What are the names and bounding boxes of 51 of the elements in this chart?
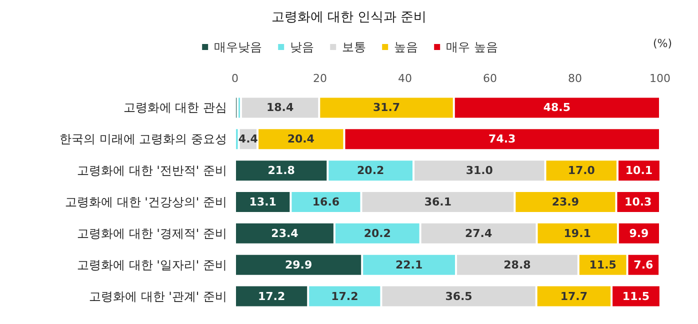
data-label: 17.7 bbox=[560, 290, 588, 303]
data-label: 36.1 bbox=[424, 196, 452, 208]
legend-label: 매우 높음 bbox=[446, 40, 498, 54]
x-tick-label: 40 bbox=[398, 72, 412, 85]
data-label: 11.5 bbox=[589, 258, 616, 272]
y-tick-label: 한국의 미래에 고령화의 중요성 bbox=[60, 132, 227, 146]
data-label: 10.3 bbox=[624, 196, 652, 208]
y-tick-label: 고령화에 대한 '전반적' 준비 bbox=[76, 164, 227, 178]
data-label: 4.4 bbox=[238, 132, 258, 146]
data-label: 28.8 bbox=[504, 258, 531, 272]
data-label: 19.1 bbox=[564, 226, 591, 240]
data-label: 31.7 bbox=[372, 101, 400, 114]
data-label: 11.5 bbox=[622, 290, 650, 303]
data-label: 36.5 bbox=[445, 290, 472, 303]
x-tick-label: 60 bbox=[483, 72, 497, 85]
y-tick-label: 고령화에 대한 관심 bbox=[123, 100, 227, 115]
y-tick-label: 고령화에 대한 '관계' 준비 bbox=[88, 289, 227, 304]
data-label: 20.4 bbox=[287, 132, 315, 146]
x-tick-label: 0 bbox=[232, 72, 238, 85]
data-label: 9.9 bbox=[629, 226, 649, 240]
data-label: 7.6 bbox=[634, 258, 654, 272]
x-tick-label: 20 bbox=[313, 72, 327, 85]
data-label: 29.9 bbox=[284, 258, 312, 272]
text: (%) bbox=[652, 37, 672, 50]
data-label: 27.4 bbox=[464, 226, 492, 240]
y-tick-label: 고령화에 대한 '건강상의' 준비 bbox=[64, 195, 227, 209]
x-tick-label: 100 bbox=[650, 72, 670, 85]
legend-label: 높음 bbox=[394, 40, 418, 54]
chart-title: 고령화에 대한 인식과 준비 bbox=[271, 10, 427, 25]
data-label: 22.1 bbox=[395, 258, 423, 272]
data-label: 16.6 bbox=[312, 196, 340, 208]
data-label: 17.2 bbox=[331, 290, 358, 303]
data-label: 20.2 bbox=[357, 164, 384, 178]
data-label: 21.8 bbox=[268, 164, 295, 178]
legend-label: 낮음 bbox=[290, 40, 314, 54]
data-label: 74.3 bbox=[488, 132, 516, 146]
data-label: 13.1 bbox=[249, 196, 276, 208]
data-label: 23.9 bbox=[552, 196, 580, 208]
data-label: 10.1 bbox=[625, 164, 653, 178]
data-label: 20.2 bbox=[364, 226, 391, 240]
data-label: 23.4 bbox=[271, 226, 299, 240]
x-tick-label: 80 bbox=[568, 72, 582, 85]
data-label: 17.2 bbox=[258, 290, 286, 303]
legend-label: 보통 bbox=[342, 40, 366, 54]
data-label: 31.0 bbox=[466, 164, 494, 178]
y-tick-label: 고령화에 대한 '경제적' 준비 bbox=[76, 226, 227, 240]
y-tick-label: 고령화에 대한 '일자리' 준비 bbox=[76, 258, 227, 272]
data-label: 18.4 bbox=[266, 101, 294, 114]
data-label: 48.5 bbox=[543, 101, 571, 114]
data-label: 17.0 bbox=[568, 164, 596, 178]
legend-label: 매우낮음 bbox=[214, 40, 262, 54]
